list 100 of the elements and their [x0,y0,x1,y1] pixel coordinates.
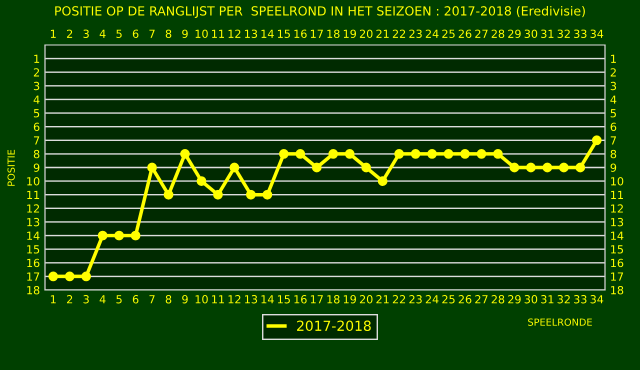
x2-tick-label: 27 [475,30,488,38]
point [81,272,92,282]
x2-tick-label: 4 [100,30,106,38]
x-tick-label: 2 [66,295,72,304]
y2-tick-label: 11 [611,190,623,199]
point [48,272,58,282]
point [164,190,174,200]
y-tick-label: 14 [27,232,40,240]
x-tick-label: 29 [508,295,521,304]
x2-tick-label: 21 [376,30,389,38]
x2-tick-label: 15 [278,30,290,38]
y-tick-label: 10 [27,177,40,186]
point [230,162,240,172]
y-tick-label: 15 [27,245,40,254]
point [542,162,552,172]
x-tick-label: 8 [166,295,172,304]
x-tick-label: 14 [262,295,274,304]
x-tick-label: 13 [245,295,258,304]
point [130,230,140,240]
y-tick-label: 18 [27,286,40,294]
point [361,162,372,172]
y-tick-label: 13 [27,218,40,226]
y-tick-label: 2 [34,68,40,76]
x-tick-label: 26 [458,295,472,304]
x-tick-label: 22 [392,295,406,304]
y2-tick-label: 4 [610,96,616,104]
x2-tick-label: 1 [50,30,56,38]
x-tick-label: 5 [116,295,122,304]
y-tick-label: 17 [27,272,40,281]
y2-tick-label: 16 [611,258,624,268]
y2-tick-label: 18 [611,286,624,294]
x2-tick-label: 2 [66,30,72,38]
point [378,176,388,186]
x-tick-label: 7 [149,295,155,304]
x-tick-label: 27 [475,295,488,304]
x-tick-label: 18 [327,295,340,304]
x2-tick-label: 23 [409,30,422,38]
x-tick-label: 6 [132,295,138,304]
point [114,230,124,240]
x2-tick-label: 10 [196,30,208,38]
x2-tick-label: 26 [458,30,472,38]
y2-tick-label: 10 [611,177,624,186]
x-tick-label: 11 [212,295,224,304]
x-tick-label: 31 [541,295,554,304]
x-tick-label: 15 [278,295,290,304]
x2-tick-label: 31 [541,30,554,38]
x-tick-label: 33 [574,295,586,304]
point [196,176,206,186]
point [64,272,75,282]
y2-tick-label: 5 [610,109,616,118]
y2-tick-label: 9 [610,163,616,172]
y-tick-label: 5 [34,109,40,118]
point [526,162,536,172]
x-tick-label: 25 [442,295,455,304]
x-tick-label: 3 [83,295,89,304]
y2-tick-label: 13 [611,218,624,226]
x2-tick-label: 22 [392,30,406,38]
y2-tick-label: 12 [611,204,623,213]
point [476,149,486,159]
x-tick-label: 28 [492,295,504,304]
point [493,149,503,159]
x2-tick-label: 7 [149,30,155,38]
y2-tick-label: 17 [611,272,624,281]
x2-tick-label: 14 [262,30,274,38]
point [180,149,190,159]
x2-tick-label: 24 [426,30,439,38]
y2-tick-label: 15 [611,245,624,254]
x-tick-label: 23 [409,295,422,304]
x-tick-label: 10 [196,295,208,304]
x2-tick-label: 28 [492,30,504,38]
x-tick-label: 30 [524,295,538,304]
legend-label: 2017-2018 [297,320,371,332]
point [262,190,272,200]
x-tick-label: 24 [426,295,439,304]
x-tick-label: 1 [50,295,56,304]
point [558,162,569,172]
x2-tick-label: 30 [524,30,538,38]
x-tick-label: 19 [344,295,356,304]
y-tick-label: 8 [34,150,40,158]
x-tick-label: 20 [360,295,373,304]
y2-tick-label: 8 [610,150,616,158]
point [427,149,437,159]
point [510,162,520,172]
x-tick-label: 17 [310,295,323,304]
y2-tick-label: 2 [610,68,616,76]
x2-tick-label: 20 [360,30,373,38]
point [394,149,404,159]
y-tick-label: 12 [27,204,40,213]
y2-tick-label: 7 [610,136,616,144]
x2-tick-label: 29 [508,30,521,38]
y2-tick-label: 6 [610,122,616,132]
point [246,190,256,200]
y-tick-label: 7 [34,136,40,144]
x2-tick-label: 5 [116,30,122,38]
x-tick-label: 21 [376,295,389,304]
point [410,149,420,159]
point [444,149,454,159]
point [460,149,470,159]
x-tick-label: 16 [294,295,307,304]
point [295,149,306,159]
